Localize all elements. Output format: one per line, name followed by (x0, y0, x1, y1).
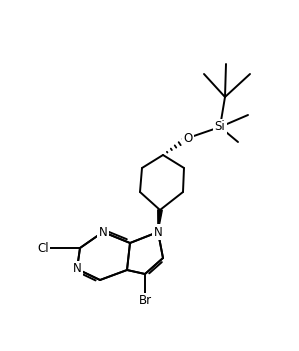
Text: N: N (73, 263, 81, 276)
Text: O: O (183, 132, 193, 145)
Text: N: N (154, 225, 162, 238)
Text: Si: Si (215, 120, 225, 133)
Text: N: N (99, 225, 107, 238)
Polygon shape (158, 210, 162, 232)
Text: Cl: Cl (37, 241, 49, 254)
Text: Br: Br (138, 294, 152, 307)
